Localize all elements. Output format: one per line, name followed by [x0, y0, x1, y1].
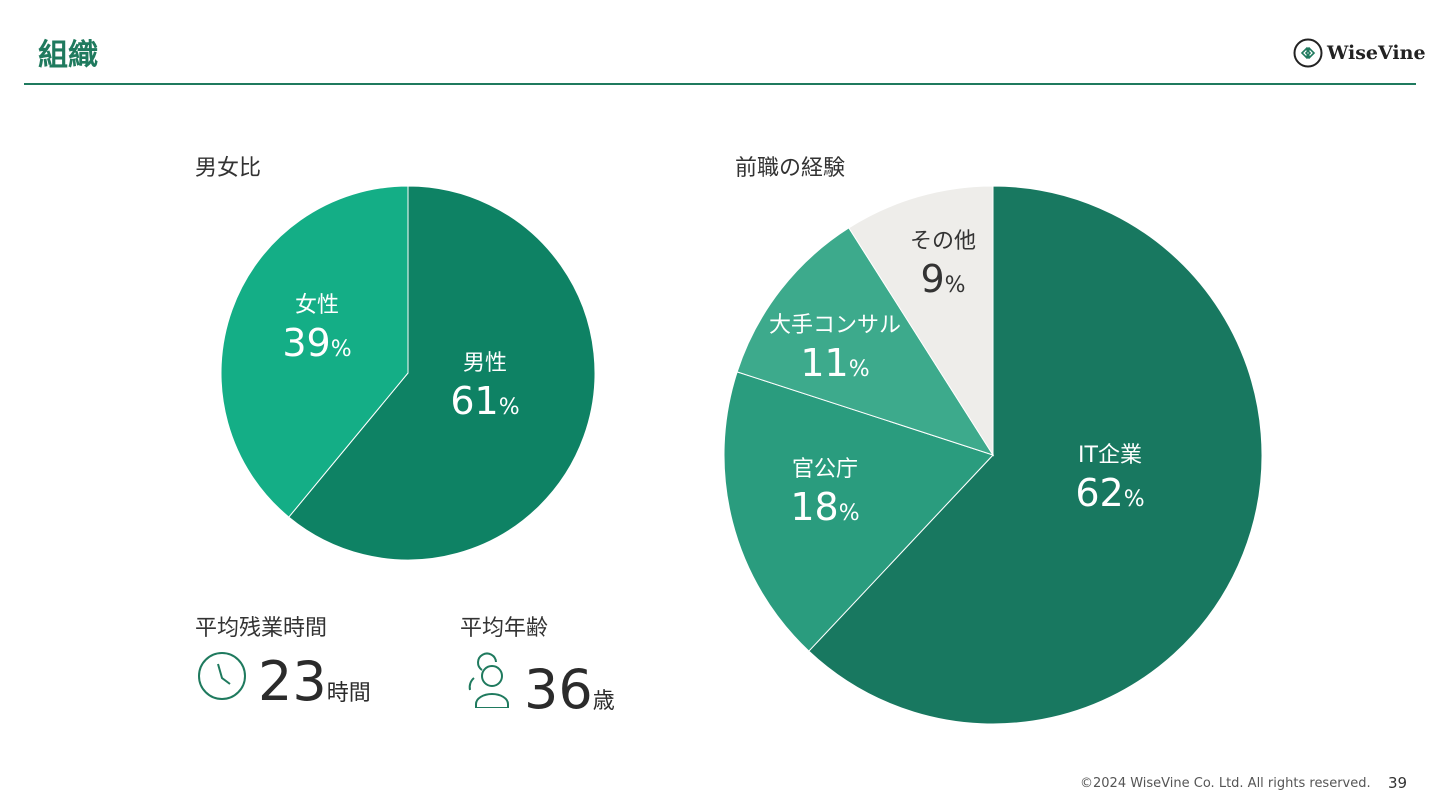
slice-label-consulting: 大手コンサル 11%	[768, 313, 901, 385]
stat-unit-overtime: 時間	[326, 681, 371, 706]
gender-chart-title: 男女比	[195, 156, 262, 181]
stat-unit-age: 歳	[592, 689, 615, 714]
pie-slice	[723, 371, 994, 652]
clock-icon	[198, 652, 246, 700]
stat-label-overtime: 平均残業時間	[195, 616, 328, 641]
header-divider	[24, 83, 1416, 85]
logo-text: WiseVine	[1327, 42, 1426, 64]
slice-label-it: IT企業 62%	[1075, 443, 1145, 515]
pie-slice	[220, 185, 409, 518]
page-title: 組織	[38, 38, 98, 73]
career-chart-title: 前職の経験	[735, 156, 846, 181]
stat-label-age: 平均年齢	[460, 616, 549, 641]
pie-slice	[288, 185, 596, 561]
wisevine-logo-icon	[1293, 38, 1323, 68]
page-number: 39	[1388, 774, 1408, 792]
stat-value-age: 36	[524, 658, 593, 721]
people-icon	[468, 652, 509, 708]
logo: WiseVine	[1293, 38, 1426, 68]
stat-value-overtime: 23	[258, 650, 327, 713]
copyright: ©2024 WiseVine Co. Ltd. All rights reser…	[1080, 776, 1371, 791]
pie-slice	[808, 185, 1263, 725]
pie-slice	[736, 227, 995, 456]
slice-label-female: 女性 39%	[282, 293, 352, 365]
slice-label-male: 男性 61%	[450, 351, 520, 423]
slice-label-other: その他 9%	[909, 229, 976, 301]
slice-label-government: 官公庁 18%	[790, 457, 860, 529]
pie-slice	[848, 185, 994, 457]
